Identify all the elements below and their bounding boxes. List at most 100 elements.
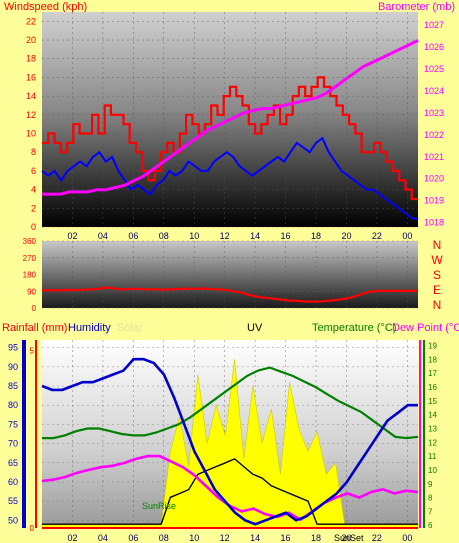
x-tick-label: 06 — [128, 231, 138, 241]
x-tick-label: 20 — [341, 533, 351, 543]
rain-tick: 5 — [30, 347, 35, 356]
humidity-tick: 75 — [8, 419, 18, 429]
humidity-line — [41, 357, 418, 526]
rainfall-heading: Rainfall (mm) — [2, 322, 67, 334]
windspeed-tick: 8 — [31, 147, 36, 157]
temperature-tick: 11 — [428, 452, 437, 461]
wind-series — [41, 39, 419, 221]
barometer-tick: 1026 — [424, 42, 444, 52]
direction-series — [41, 286, 418, 303]
windspeed-tick: 22 — [26, 16, 36, 26]
humidity-tick: 65 — [8, 458, 18, 468]
climate-chart: Rainfall (mm) Humidity Solar UV Temperat… — [2, 322, 459, 543]
direction-tick: 360 — [23, 237, 37, 246]
barometer-tick: 1020 — [424, 174, 444, 184]
temperature-tick: 14 — [428, 411, 437, 420]
x-tick-label: 18 — [311, 231, 321, 241]
x-tick-label: 12 — [220, 231, 230, 241]
x-tick-label: 04 — [98, 231, 108, 241]
compass-label: W — [431, 253, 443, 267]
temperature-line — [42, 366, 419, 440]
barometer-tick: 1027 — [424, 20, 444, 30]
barometer-tick: 1023 — [424, 108, 444, 118]
solar-heading: Solar — [117, 322, 143, 334]
x-tick-label: 00 — [402, 533, 412, 543]
climate-axes: 50 55 60 65 70 75 80 85 90 95 0 5 6 7 8 9 10 11 12 13 14 15 16… — [8, 340, 437, 543]
x-tick-label: 10 — [189, 533, 199, 543]
windspeed-tick: 2 — [31, 203, 36, 213]
x-tick-label: 22 — [372, 231, 382, 241]
windspeed-tick-labels: 0 2 4 6 8 10 12 14 16 18 20 22 — [26, 16, 36, 232]
temperature-tick: 8 — [428, 494, 433, 503]
x-tick-label: 14 — [250, 231, 260, 241]
wind-gust-line — [42, 76, 418, 201]
windspeed-tick: 14 — [26, 91, 36, 101]
humidity-tick: 70 — [8, 439, 18, 449]
hour-tick-labels: 02 04 06 08 10 12 14 16 18 20 22 00 — [67, 231, 412, 241]
wind-grid — [42, 12, 418, 228]
humidity-tick: 95 — [8, 343, 18, 353]
temperature-tick: 18 — [428, 355, 437, 364]
temperature-tick: 6 — [428, 521, 433, 530]
x-tick-label: 18 — [311, 533, 321, 543]
barometer-tick: 1018 — [424, 218, 444, 228]
uv-heading: UV — [247, 322, 263, 334]
temperature-tick: 15 — [428, 397, 437, 406]
x-tick-label: 04 — [98, 533, 108, 543]
compass-label: S — [433, 268, 441, 282]
barometer-tick-labels: 1018 1019 1020 1021 1022 1023 1024 1025 1026 1027 — [424, 20, 444, 227]
temperature-tick: 13 — [428, 424, 437, 433]
x-tick-label: 08 — [159, 231, 169, 241]
direction-tick: 90 — [27, 287, 36, 296]
humidity-tick: 50 — [8, 515, 18, 525]
barometer-tick: 1021 — [424, 152, 444, 162]
x-tick-label: 02 — [67, 231, 77, 241]
uv-line — [42, 458, 418, 525]
windspeed-tick: 18 — [26, 54, 36, 64]
humidity-heading: Humidity — [68, 322, 111, 334]
rain-tick: 0 — [30, 524, 35, 533]
barometer-line — [42, 39, 419, 196]
temperature-tick: 9 — [428, 480, 433, 489]
temperature-tick: 10 — [428, 466, 437, 475]
x-tick-label: 16 — [281, 533, 291, 543]
temperature-tick: 16 — [428, 383, 437, 392]
windspeed-tick: 20 — [26, 35, 36, 45]
climate-series — [41, 357, 419, 529]
x-tick-label: 16 — [281, 231, 291, 241]
wind-barometer-chart: Windspeed (kph) Barometer (mb) 024681012… — [4, 1, 455, 241]
x-tick-label: 20 — [341, 231, 351, 241]
x-tick-label: 22 — [372, 533, 382, 543]
compass-label: N — [433, 298, 442, 312]
temperature-tick: 17 — [428, 369, 437, 378]
direction-tick: 180 — [23, 271, 37, 280]
temperature-tick: 7 — [428, 507, 433, 516]
windspeed-tick: 6 — [31, 166, 36, 176]
windspeed-tick: 16 — [26, 72, 36, 82]
windspeed-tick: 12 — [26, 110, 36, 120]
x-tick-label: 00 — [402, 231, 412, 241]
barometer-tick: 1019 — [424, 196, 444, 206]
x-tick-label: 06 — [128, 533, 138, 543]
humidity-tick: 90 — [8, 362, 18, 372]
x-tick-label: 14 — [250, 533, 260, 543]
humidity-tick: 55 — [8, 496, 18, 506]
windspeed-tick: 10 — [26, 129, 36, 139]
x-tick-label: 08 — [159, 533, 169, 543]
windspeed-tick: 4 — [31, 185, 36, 195]
x-tick-label: 10 — [189, 231, 199, 241]
humidity-tick: 60 — [8, 477, 18, 487]
barometer-tick: 1024 — [424, 86, 444, 96]
windspeed-axis-label: Windspeed (kph) — [4, 1, 87, 13]
dewpoint-heading: Dew Point (°C) — [392, 322, 459, 334]
direction-tick-labels: 0 90 180 270 360 — [23, 237, 37, 313]
wind-direction-line — [41, 286, 418, 303]
humidity-tick: 80 — [8, 400, 18, 410]
humidity-tick: 85 — [8, 381, 18, 391]
compass-label: N — [433, 238, 442, 252]
direction-tick: 0 — [32, 304, 37, 313]
x-tick-label: 12 — [220, 533, 230, 543]
